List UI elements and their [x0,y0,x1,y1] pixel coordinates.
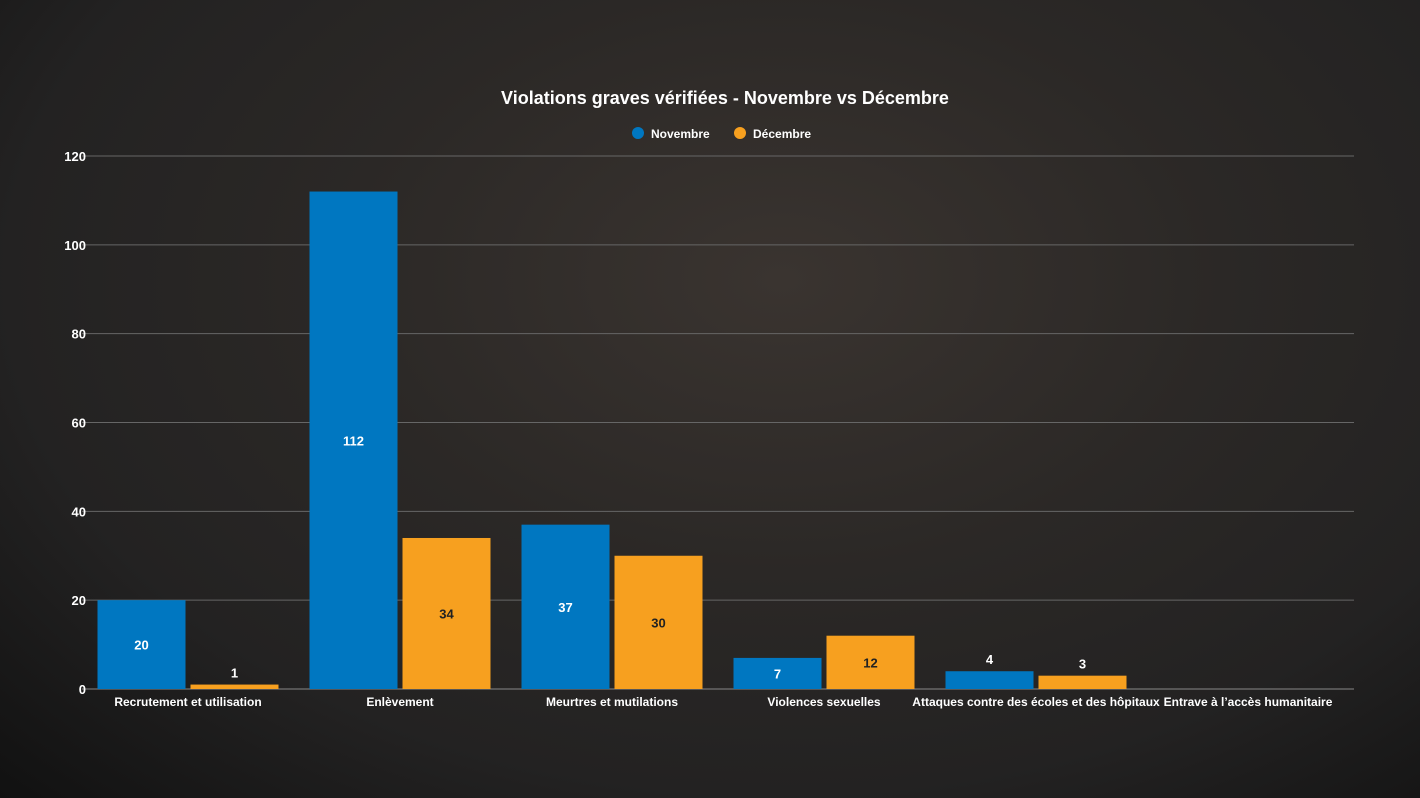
bar-décembre [190,684,279,689]
data-label: 112 [343,433,364,448]
y-tick-label: 100 [64,238,86,253]
data-label: 12 [863,655,877,670]
data-label: 1 [231,666,238,681]
gridlines [82,155,1354,690]
data-label: 4 [986,652,994,667]
legend: Novembre Décembre [632,127,811,141]
x-tick-label: Entrave à l’accès humanitaire [1164,695,1333,709]
y-tick-label: 60 [72,416,86,431]
x-tick-label: Enlèvement [366,695,433,709]
y-tick-label: 120 [64,149,86,164]
y-tick-label: 20 [72,593,86,608]
legend-label: Décembre [753,127,811,141]
data-label: 7 [774,666,781,681]
x-tick-label: Violences sexuelles [767,695,881,709]
y-tick-label: 0 [79,682,86,697]
bar-novembre [945,671,1034,689]
x-tick-label: Meurtres et mutilations [546,695,678,709]
data-label: 30 [651,615,665,630]
x-tick-label: Recrutement et utilisation [114,695,261,709]
chart-title: Violations graves vérifiées - Novembre v… [501,88,949,108]
data-label: 34 [439,606,454,621]
data-label: 20 [134,638,148,653]
legend-marker [632,127,644,139]
bar-décembre [614,555,703,689]
y-tick-label: 40 [72,504,86,519]
y-tick-label: 80 [72,327,86,342]
legend-marker [734,127,746,139]
bar-novembre [309,191,398,690]
bar-décembre [1038,675,1127,689]
bar-décembre [826,635,915,689]
bar-novembre [97,600,186,689]
data-label: 37 [558,600,572,615]
bar-décembre [402,537,491,689]
legend-label: Novembre [651,127,710,141]
bars [97,191,1127,690]
bar-novembre [733,657,822,689]
bar-novembre [521,524,610,689]
data-label: 3 [1079,657,1086,672]
x-tick-label: Attaques contre des écoles et des hôpita… [912,695,1160,709]
